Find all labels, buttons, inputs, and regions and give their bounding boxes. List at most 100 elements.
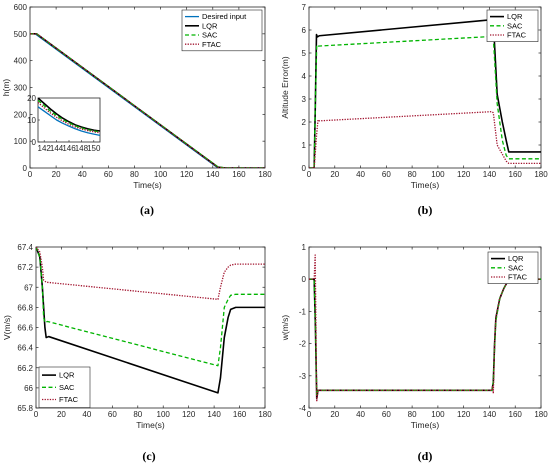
y-tick-label: 500 — [14, 30, 28, 39]
inset-line-ftac — [38, 101, 100, 134]
legend-box — [38, 366, 91, 408]
y-tick-label: -2 — [299, 340, 307, 349]
y-tick-label: 7 — [302, 3, 307, 12]
panel-caption: (b) — [418, 203, 433, 217]
inset-line-sac — [38, 99, 100, 133]
y-tick-label: 66.8 — [17, 303, 33, 312]
x-tick-label: 0 — [307, 410, 312, 419]
y-tick-label: 0 — [302, 275, 307, 284]
y-tick-label: 0 — [23, 164, 28, 173]
series-line-sac — [36, 247, 265, 367]
series-line-ftac — [36, 247, 265, 300]
x-tick-label: 100 — [431, 410, 445, 419]
x-tick-label: 20 — [330, 170, 339, 179]
x-tick-label: 60 — [382, 170, 391, 179]
y-tick-label: 67.2 — [17, 263, 33, 272]
x-tick-label: 60 — [382, 410, 391, 419]
legend-label: FTAC — [508, 273, 528, 282]
inset-line-lqr — [38, 98, 100, 132]
subplot-b: 0 20 40 60 80 100 120 140 160 180 0 1 2 3 4 5 6 7 Time(s) A… — [280, 3, 548, 217]
x-axis-label: Time(s) — [411, 180, 440, 190]
y-tick-label: 1 — [302, 141, 307, 150]
subplot-c: 0 20 40 60 80 100 120 140 160 180 65.8 66 66.2 66.4 66… — [2, 243, 272, 463]
y-tick-label: 67 — [24, 283, 33, 292]
legend-label: LQR — [59, 371, 75, 380]
x-tick-label: 100 — [157, 410, 171, 419]
panel-caption: (d) — [418, 449, 433, 463]
legend-label: SAC — [507, 21, 523, 30]
y-axis-label: V(m/s) — [2, 315, 12, 340]
x-tick-label: 20 — [330, 410, 339, 419]
x-tick-label: 0 — [28, 170, 33, 179]
x-axis-label: Time(s) — [136, 420, 165, 430]
series-line-ftac — [309, 111, 541, 168]
y-tick-label: 2 — [302, 118, 307, 127]
x-tick-label: 100 — [431, 170, 445, 179]
y-tick-label: -1 — [299, 307, 307, 316]
inset-x-tick-label: 142 — [38, 144, 52, 153]
legend-label: LQR — [202, 21, 218, 30]
legend-label: SAC — [508, 263, 524, 272]
series-line-sac — [309, 35, 541, 168]
x-tick-label: 20 — [57, 410, 66, 419]
x-tick-label: 80 — [133, 410, 142, 419]
inset-y-tick-label: 0 — [32, 138, 37, 147]
x-axis-label: Time(s) — [411, 420, 440, 430]
x-tick-label: 140 — [206, 170, 220, 179]
series-line-ftac — [309, 254, 541, 403]
legend-label: LQR — [507, 12, 523, 21]
inset-x-tick-label: 148 — [75, 144, 89, 153]
y-tick-label: 66 — [24, 384, 33, 393]
y-tick-label: 200 — [14, 110, 28, 119]
y-tick-label: 300 — [14, 84, 28, 93]
x-tick-label: 140 — [483, 170, 497, 179]
x-tick-label: 20 — [52, 170, 61, 179]
y-tick-label: -3 — [299, 372, 307, 381]
x-tick-label: 40 — [82, 410, 91, 419]
x-tick-label: 160 — [509, 170, 523, 179]
legend-label: FTAC — [59, 395, 79, 404]
legend-label: FTAC — [507, 31, 527, 40]
x-tick-label: 160 — [233, 410, 247, 419]
inset-line-desired — [38, 106, 100, 137]
inset-y-tick-label: 10 — [27, 116, 36, 125]
y-tick-label: 67.4 — [17, 243, 33, 252]
x-tick-label: 40 — [356, 410, 365, 419]
x-tick-label: 60 — [104, 170, 113, 179]
subplot-d: 0 20 40 60 80 100 120 140 160 180 -4 -3 -2 -1 0 1 Time(s… — [280, 243, 548, 463]
x-tick-label: 160 — [232, 170, 246, 179]
x-tick-label: 180 — [258, 170, 272, 179]
panel-caption: (a) — [140, 203, 154, 217]
x-tick-label: 80 — [130, 170, 139, 179]
x-tick-label: 140 — [207, 410, 221, 419]
y-tick-label: 400 — [14, 57, 28, 66]
y-tick-label: 66.2 — [17, 364, 33, 373]
x-axis-label: Time(s) — [133, 180, 162, 190]
x-tick-label: 120 — [457, 410, 471, 419]
x-tick-label: 180 — [534, 410, 548, 419]
legend-label: Desired input — [202, 12, 247, 21]
y-tick-label: 6 — [302, 26, 307, 35]
series-line-ftac — [30, 33, 265, 168]
y-tick-label: -4 — [299, 404, 307, 413]
inset-x-tick-label: 150 — [87, 144, 101, 153]
y-axis-label: h(m) — [1, 79, 11, 97]
panel-caption: (c) — [142, 449, 155, 463]
y-tick-label: 100 — [14, 137, 28, 146]
legend-label: LQR — [508, 254, 524, 263]
y-axis-label: Altitude Error(m) — [280, 56, 290, 119]
legend-box — [486, 9, 539, 42]
inset-y-tick-label: 20 — [27, 94, 36, 103]
y-tick-label: 5 — [302, 49, 307, 58]
y-tick-label: 66.6 — [17, 324, 33, 333]
legend-label: SAC — [202, 31, 218, 40]
x-tick-label: 100 — [154, 170, 168, 179]
x-tick-label: 180 — [258, 410, 272, 419]
x-tick-label: 40 — [78, 170, 87, 179]
y-tick-label: 4 — [302, 72, 307, 81]
y-axis-label: w(m/s) — [280, 315, 290, 342]
x-tick-label: 120 — [180, 170, 194, 179]
x-tick-label: 120 — [182, 410, 196, 419]
x-tick-label: 160 — [509, 410, 523, 419]
